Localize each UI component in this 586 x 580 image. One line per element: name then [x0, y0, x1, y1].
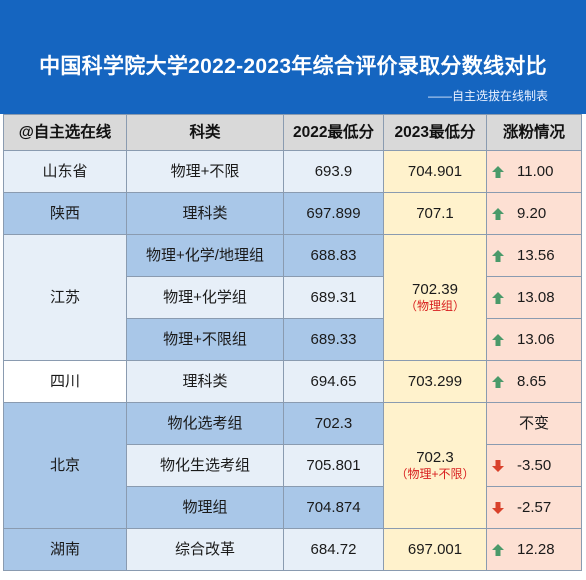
- arrow-up-icon: [492, 165, 504, 178]
- change-value: 8.65: [517, 372, 547, 390]
- arrow-up-icon: [492, 543, 504, 556]
- province-cell: 江苏: [3, 234, 127, 361]
- subject-cell: 理科类: [126, 192, 284, 235]
- subject-cell: 物理+不限: [126, 150, 284, 193]
- page-title: 中国科学院大学2022-2023年综合评价录取分数线对比: [39, 55, 547, 78]
- change-cell: 不变: [486, 402, 582, 445]
- min-2022-cell: 689.33: [283, 318, 384, 361]
- min-2023-note: （物理组）: [404, 299, 465, 314]
- arrow-up-icon: [492, 291, 504, 304]
- min-2023-cell: 707.1: [383, 192, 487, 235]
- subject-cell: 物理+化学/地理组: [126, 234, 284, 277]
- min-2022-cell: 684.72: [283, 528, 384, 571]
- province-cell: 北京: [3, 402, 127, 529]
- col-header-subject: 科类: [126, 114, 284, 151]
- min-2023-value: 702.39: [412, 280, 458, 298]
- change-value: 9.20: [517, 204, 547, 222]
- table-row: 物理+不限组 689.33 13.06: [4, 318, 582, 361]
- table-row: 山东省 物理+不限 693.9 704.901 11.00: [3, 150, 582, 193]
- table-row: 物理+化学组 689.31 13.08: [4, 276, 582, 319]
- min-2022-cell: 694.65: [283, 360, 384, 403]
- arrow-up-icon: [492, 375, 504, 388]
- subject-cell: 理科类: [126, 360, 284, 403]
- arrow-down-icon: [492, 459, 504, 472]
- min-2022-cell: 704.874: [283, 486, 384, 529]
- change-cell: -2.57: [486, 486, 582, 529]
- table-row: 陕西 理科类 697.899 707.1 9.20: [3, 192, 582, 235]
- change-value: -2.57: [517, 498, 552, 516]
- change-cell: 8.65: [486, 360, 582, 403]
- table-row: 四川 理科类 694.65 703.299 8.65: [3, 360, 582, 403]
- title-banner: 中国科学院大学2022-2023年综合评价录取分数线对比 ——自主选拔在线制表: [0, 0, 586, 114]
- table-row: 物理组 704.874 -2.57: [4, 486, 582, 529]
- table-header-row: @自主选在线 科类 2022最低分 2023最低分 涨粉情况: [3, 114, 582, 151]
- subject-cell: 物理+化学组: [126, 276, 284, 319]
- table-row: 北京 物化选考组 702.3 702.3 （物理+不限） 不变: [3, 402, 582, 529]
- change-cell: -3.50: [486, 444, 582, 487]
- min-2023-value: 702.3: [416, 448, 454, 466]
- min-2022-cell: 689.31: [283, 276, 384, 319]
- change-value: 12.28: [517, 540, 555, 558]
- min-2022-cell: 697.899: [283, 192, 384, 235]
- subject-cell: 物理+不限组: [126, 318, 284, 361]
- subject-cell: 物理组: [126, 486, 284, 529]
- change-cell: 11.00: [486, 150, 582, 193]
- subject-cell: 物化选考组: [126, 402, 284, 445]
- change-value: 13.08: [517, 288, 555, 306]
- col-header-2022: 2022最低分: [283, 114, 384, 151]
- table-row: 江苏 物理+化学/地理组 688.83 702.39 （物理组） 13.56: [3, 234, 582, 361]
- arrow-up-icon: [492, 333, 504, 346]
- subject-cell: 综合改革: [126, 528, 284, 571]
- col-header-source: @自主选在线: [3, 114, 127, 151]
- min-2022-cell: 693.9: [283, 150, 384, 193]
- subject-cell: 物化生选考组: [126, 444, 284, 487]
- change-cell: 13.08: [486, 276, 582, 319]
- min-2023-note: （物理+不限）: [395, 467, 475, 482]
- min-2022-cell: 702.3: [283, 402, 384, 445]
- change-cell: 13.06: [486, 318, 582, 361]
- col-header-change: 涨粉情况: [486, 114, 582, 151]
- min-2022-cell: 688.83: [283, 234, 384, 277]
- province-cell: 四川: [3, 360, 127, 403]
- min-2023-cell: 704.901: [383, 150, 487, 193]
- page-subtitle: ——自主选拔在线制表: [427, 89, 548, 103]
- min-2023-cell: 697.001: [383, 528, 487, 571]
- change-value: 13.06: [517, 330, 555, 348]
- change-value: 13.56: [517, 246, 555, 264]
- min-2023-cell: 702.3 （物理+不限）: [383, 402, 487, 529]
- table-row: 湖南 综合改革 684.72 697.001 12.28: [3, 528, 582, 571]
- min-2022-cell: 705.801: [283, 444, 384, 487]
- change-cell: 13.56: [486, 234, 582, 277]
- change-cell: 9.20: [486, 192, 582, 235]
- province-cell: 陕西: [3, 192, 127, 235]
- change-value: -3.50: [517, 456, 552, 474]
- min-2023-cell: 702.39 （物理组）: [383, 234, 487, 361]
- score-table: @自主选在线 科类 2022最低分 2023最低分 涨粉情况 山东省 物理+不限…: [3, 114, 582, 571]
- change-cell: 12.28: [486, 528, 582, 571]
- province-cell: 湖南: [3, 528, 127, 571]
- min-2023-cell: 703.299: [383, 360, 487, 403]
- table-row: 物化生选考组 705.801 -3.50: [4, 444, 582, 487]
- arrow-up-icon: [492, 249, 504, 262]
- arrow-down-icon: [492, 501, 504, 514]
- province-cell: 山东省: [3, 150, 127, 193]
- col-header-2023: 2023最低分: [383, 114, 487, 151]
- change-value: 11.00: [517, 162, 554, 180]
- arrow-up-icon: [492, 207, 504, 220]
